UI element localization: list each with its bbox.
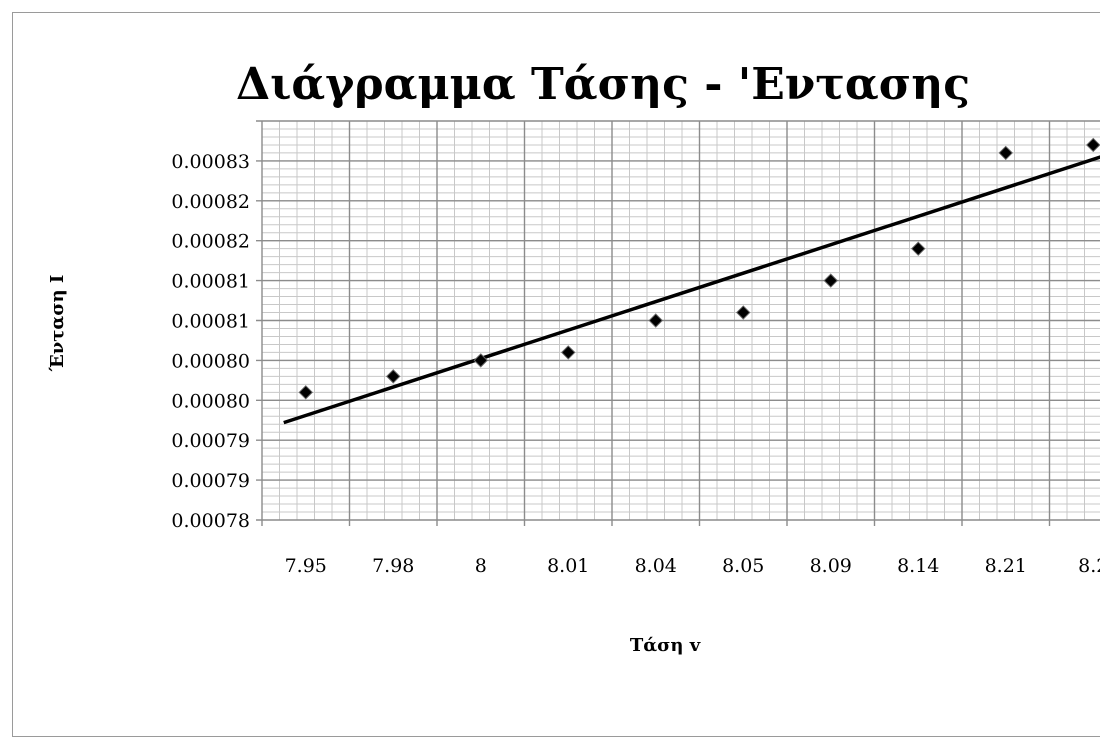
x-tick-label: 8.04 — [635, 555, 677, 577]
x-axis-title: Τάση v — [630, 635, 701, 656]
y-tick-label: 0.00079 — [171, 470, 250, 492]
x-tick-label: 8.2 — [1078, 555, 1100, 577]
y-tick-label: 0.00082 — [171, 231, 250, 253]
y-tick-label: 0.00081 — [171, 271, 250, 293]
x-tick-labels: 7.95 7.98 8 8.01 8.04 8.05 8.09 8.14 8.21 8.2 — [285, 555, 1100, 577]
chart-svg: Διάγραμμα Τάσης - 'Εντασης 0.000780.0007… — [47, 59, 1100, 656]
x-tick-label: 7.95 — [285, 555, 327, 577]
chart-title: Διάγραμμα Τάσης - 'Εντασης — [236, 59, 970, 110]
trendline — [283, 155, 1100, 425]
x-tick-label: 8 — [475, 555, 487, 577]
y-tick-label: 0.00083 — [171, 151, 250, 173]
data-point — [561, 345, 576, 360]
x-tick-label: 8.01 — [547, 555, 589, 577]
grid — [256, 120, 1100, 526]
chart-frame: Διάγραμμα Τάσης - 'Εντασης 0.00078 0.0007… — [12, 12, 1100, 737]
data-point — [823, 273, 838, 288]
data-point — [298, 385, 313, 400]
data-points — [298, 137, 1100, 400]
x-tick-label: 8.14 — [897, 555, 939, 577]
x-tick-label: 8.21 — [985, 555, 1027, 577]
y-tick-label: 0.00080 — [171, 390, 250, 412]
data-point — [473, 353, 488, 368]
data-point — [386, 369, 401, 384]
x-tick-label: 8.09 — [810, 555, 852, 577]
y-tick-label: 0.00080 — [171, 350, 250, 372]
data-point — [998, 145, 1013, 161]
y-tick-label: 0.00079 — [171, 430, 250, 452]
x-tick-label: 7.98 — [372, 555, 414, 577]
y-tick-label: 0.00081 — [171, 311, 250, 333]
y-tick-label: 0.00078 — [171, 510, 250, 532]
trendline-layer — [283, 155, 1100, 425]
data-point — [1086, 137, 1100, 153]
data-point — [648, 313, 663, 328]
x-tick-label: 8.05 — [722, 555, 764, 577]
data-point — [911, 241, 926, 256]
y-tick-label: 0.00082 — [171, 191, 250, 213]
y-tick-labels: 0.00078 0.00079 0.00079 0.00080 0.00080 0.000… — [171, 151, 250, 532]
data-point — [736, 305, 751, 320]
y-axis-title: Ένταση I — [47, 275, 68, 373]
